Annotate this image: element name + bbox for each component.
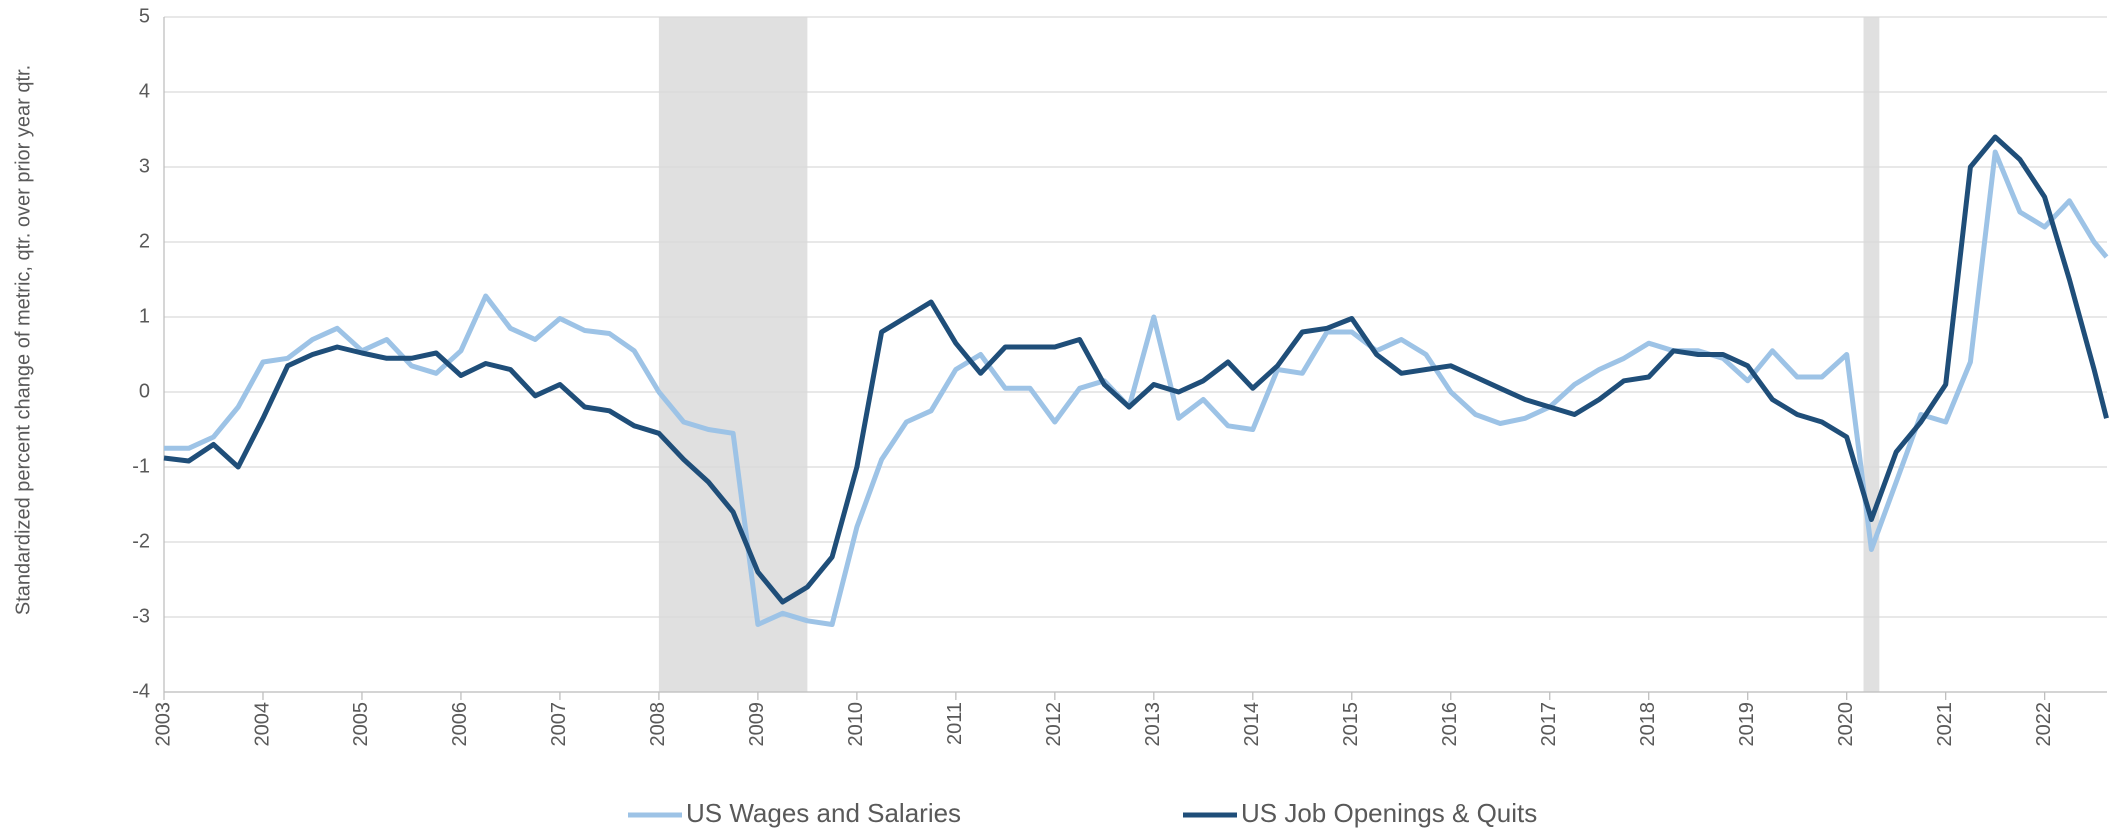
- x-tick-label: 2014: [1241, 702, 1263, 747]
- x-tick-label: 2009: [746, 702, 768, 747]
- y-tick-label: -1: [132, 455, 150, 477]
- shaded-period: [1863, 17, 1880, 692]
- x-tick-label: 2020: [1835, 702, 1857, 747]
- x-tick-label: 2011: [944, 702, 966, 745]
- x-tick-label: 2010: [845, 702, 867, 747]
- y-tick-label: -4: [132, 680, 150, 702]
- line-series: [164, 149, 2109, 627]
- x-tick-label: 2013: [1142, 702, 1164, 747]
- x-tick-label: 2018: [1637, 702, 1659, 747]
- shaded-period: [658, 17, 808, 692]
- legend-label: US Job Openings & Quits: [1241, 798, 1537, 828]
- y-tick-label: 4: [139, 80, 150, 102]
- y-tick-label: 5: [139, 5, 150, 27]
- x-tick-label: 2019: [1736, 702, 1758, 747]
- x-tick-label: 2005: [350, 702, 372, 747]
- x-tick-label: 2006: [449, 702, 471, 747]
- x-tick-label: 2012: [1043, 702, 1065, 747]
- x-tick-label: 2022: [2033, 702, 2055, 747]
- y-tick-label: -3: [132, 605, 150, 627]
- line-series: [163, 134, 2109, 605]
- x-tick-label: 2017: [1538, 702, 1560, 747]
- x-tick-label: 2004: [251, 702, 273, 747]
- y-tick-label: 3: [139, 155, 150, 177]
- x-tick-label: 2021: [1934, 702, 1956, 747]
- legend: US Wages and Salaries US Job Openings & Q…: [628, 798, 1537, 828]
- y-tick-label: 2: [139, 230, 150, 252]
- x-tick-label: 2003: [152, 702, 174, 747]
- x-tick-label: 2007: [548, 702, 570, 747]
- legend-label: US Wages and Salaries: [686, 798, 961, 828]
- y-axis-label: Standardized percent change of metric, q…: [12, 65, 34, 615]
- x-tick-label: 2015: [1340, 702, 1362, 747]
- y-tick-label: 0: [139, 380, 150, 402]
- x-tick-label: 2008: [647, 702, 669, 747]
- y-tick-label: 1: [139, 305, 150, 327]
- x-tick-label: 2016: [1439, 702, 1461, 747]
- y-tick-label: -2: [132, 530, 150, 552]
